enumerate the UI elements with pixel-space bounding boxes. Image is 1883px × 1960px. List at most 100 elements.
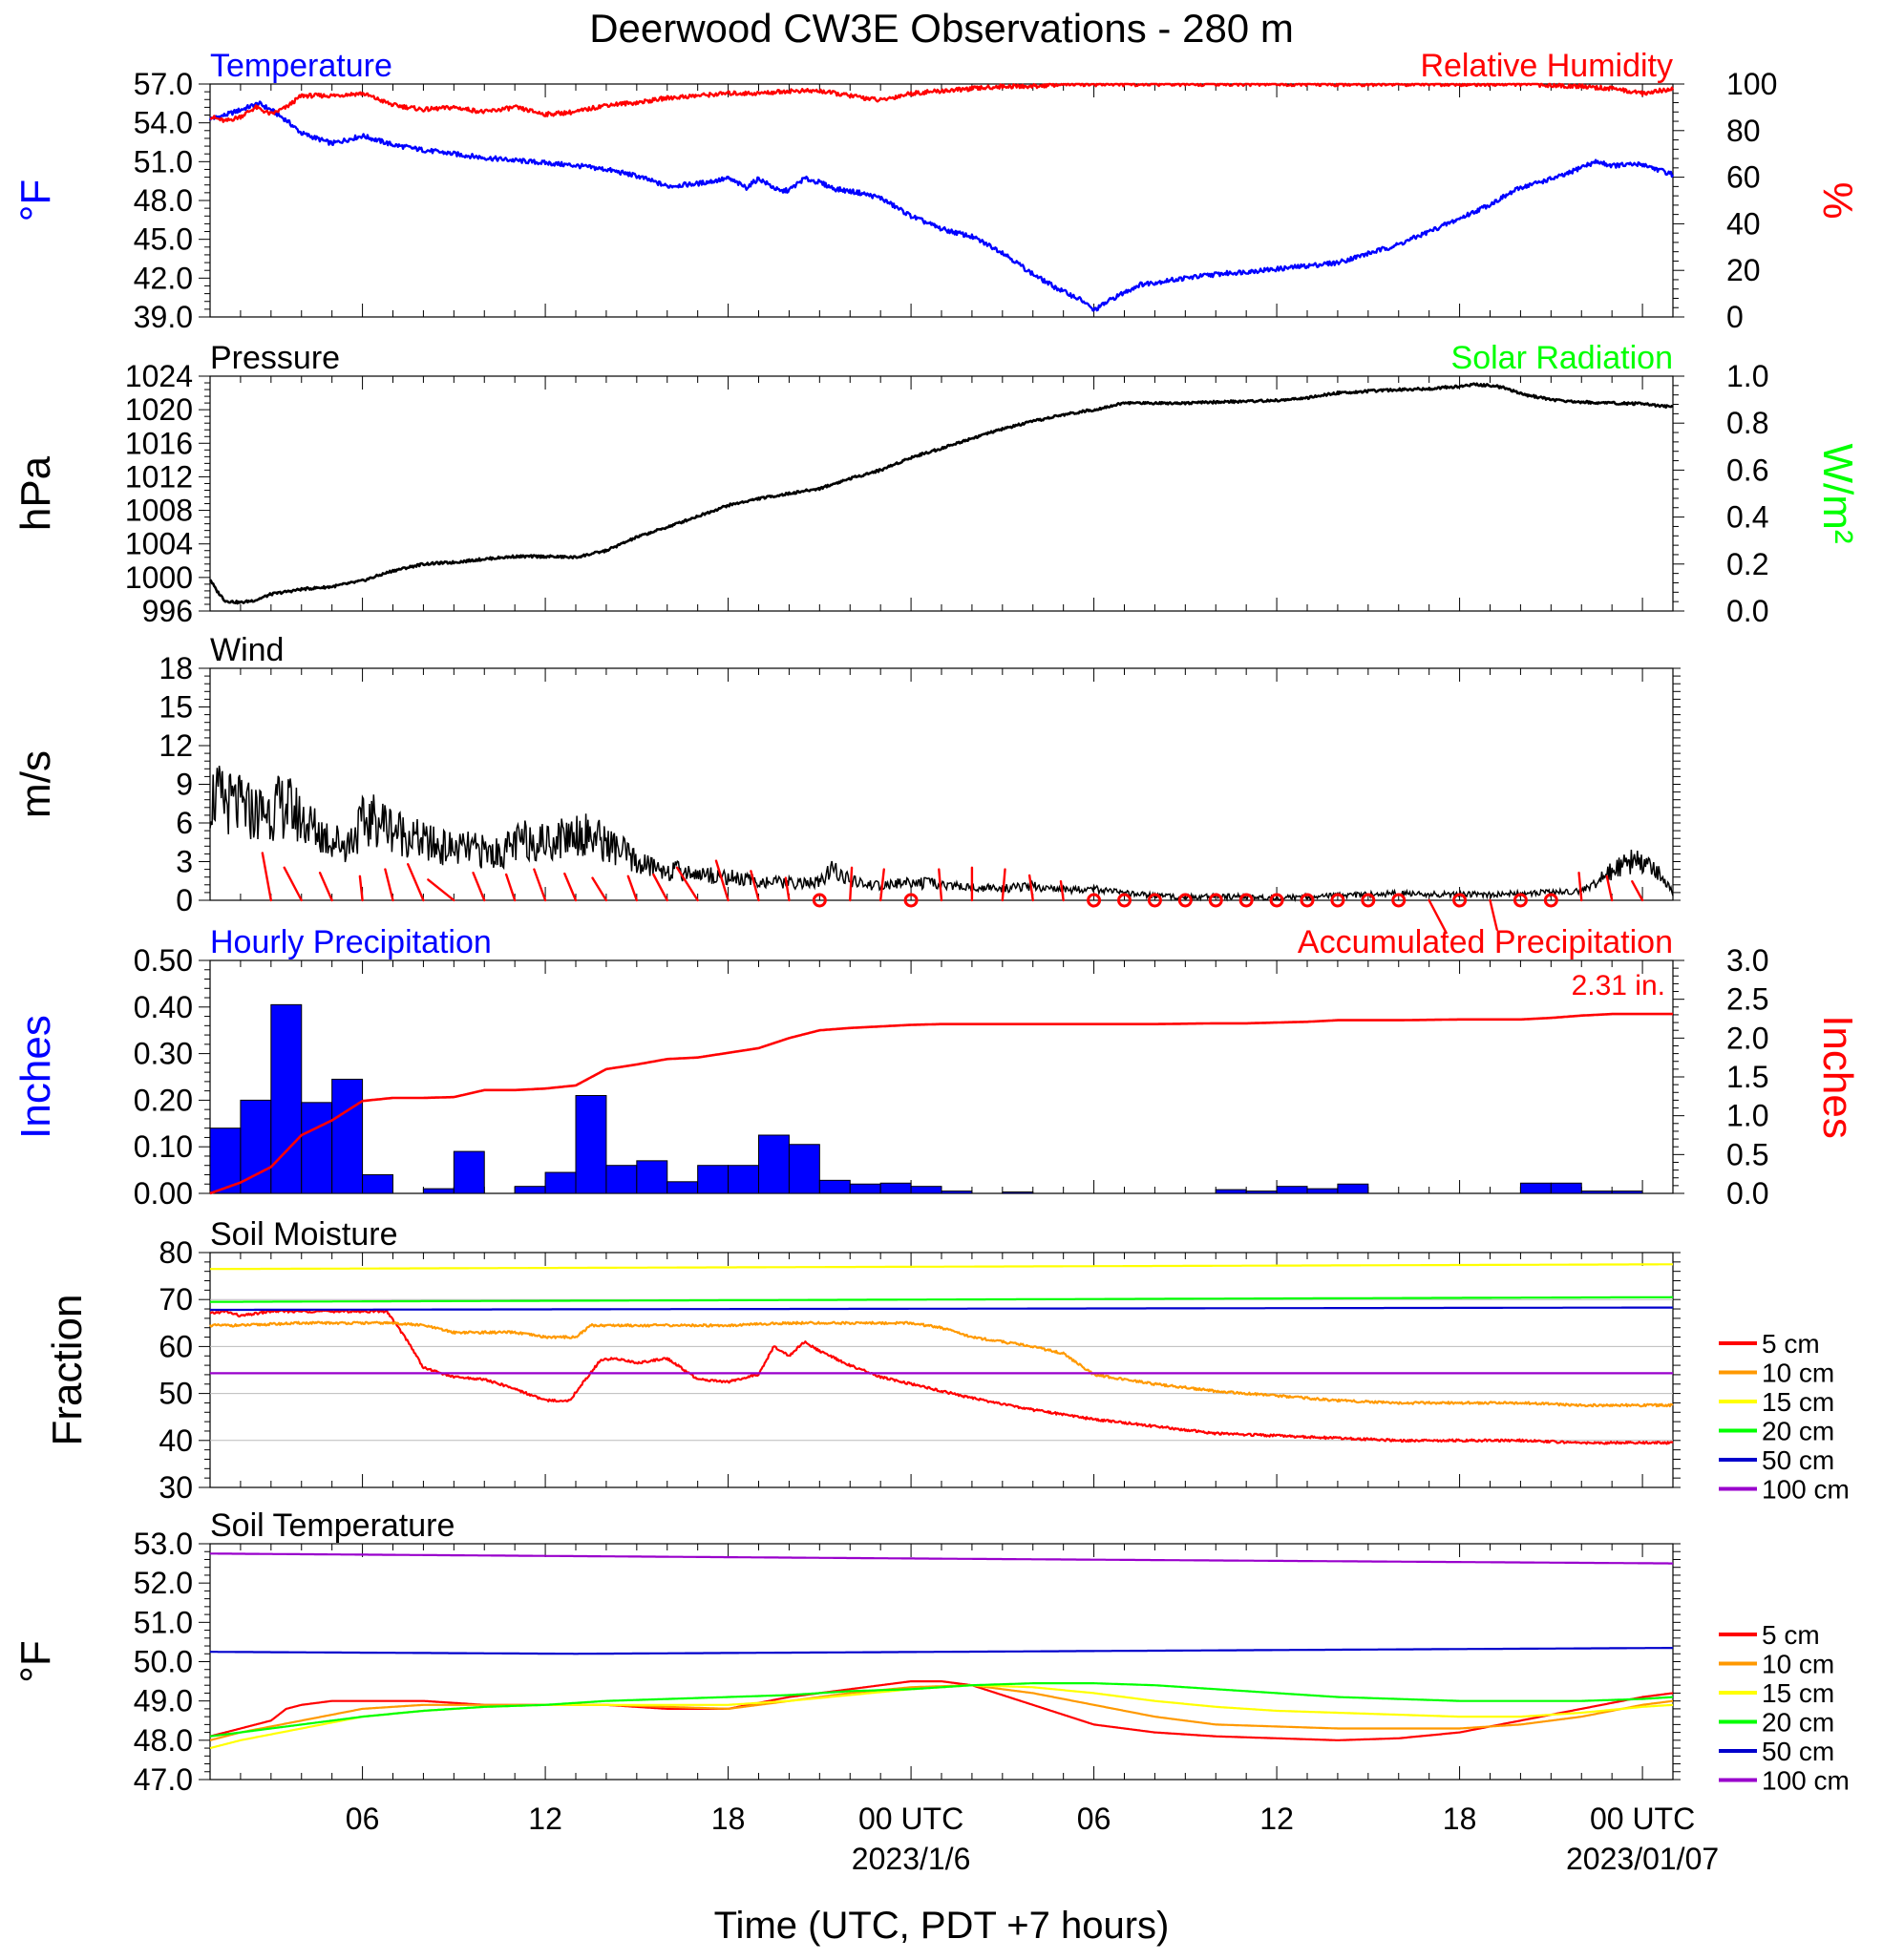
- wind-barb: [714, 859, 730, 902]
- y-left-tick-label: 60: [159, 1329, 193, 1363]
- y-right-tick-label: 3.0: [1726, 943, 1768, 978]
- legend-label: 50 cm: [1762, 1445, 1834, 1475]
- accumulated-total-label: 2.31 in.: [1572, 970, 1665, 1001]
- y-left-tick-label: 1008: [125, 494, 193, 528]
- y-left-tick-label: 40: [159, 1423, 193, 1458]
- precip-bar: [910, 1186, 942, 1194]
- wind-barb: [1001, 868, 1006, 902]
- precip-bar: [544, 1171, 577, 1194]
- panel-left-label: Soil Moisture: [210, 1216, 398, 1253]
- calm-wind-marker: [1452, 893, 1468, 908]
- soil-line-50cm: [210, 1306, 1673, 1312]
- calm-wind-marker: [1361, 893, 1376, 908]
- y-right-tick-label: 1.0: [1726, 1099, 1768, 1133]
- soil-line-20cm: [209, 1682, 1674, 1738]
- y-left-tick-label: 1024: [125, 359, 193, 393]
- wind-barb: [563, 872, 578, 902]
- precip-bar: [1519, 1182, 1552, 1194]
- y-right-tick-label: 60: [1726, 160, 1761, 195]
- precip-bar: [1245, 1191, 1278, 1194]
- y-left-tick-label: 49.0: [134, 1684, 193, 1718]
- wind-barb: [675, 866, 699, 902]
- precip-bar: [575, 1095, 607, 1194]
- panel-left-label: Hourly Precipitation: [210, 924, 492, 960]
- y-left-tick-label: 45.0: [134, 222, 193, 257]
- precip-bar: [270, 1003, 303, 1194]
- wind-barb: [1027, 874, 1034, 902]
- pressure-line: [208, 382, 1674, 605]
- precip-bar: [1337, 1183, 1369, 1194]
- x-date-label: 2023/01/07: [1566, 1842, 1719, 1876]
- y-left-unit: Fraction: [44, 1295, 91, 1446]
- y-right-tick-label: 0.0: [1726, 594, 1768, 628]
- x-tick-label: 18: [1443, 1802, 1477, 1836]
- wind-barb: [652, 873, 668, 902]
- x-tick-label: 06: [346, 1802, 380, 1836]
- y-left-unit: °F: [12, 179, 59, 221]
- y-right-tick-label: 0.8: [1726, 406, 1768, 440]
- precip-bar: [879, 1182, 912, 1194]
- precip-bar: [301, 1102, 333, 1194]
- legend-label: 5 cm: [1762, 1620, 1820, 1650]
- y-right-tick-label: 0.0: [1726, 1176, 1768, 1211]
- wind-barb: [750, 870, 760, 902]
- y-right-tick-label: 0: [1726, 300, 1744, 334]
- legend-label: 50 cm: [1762, 1737, 1834, 1766]
- y-right-tick-label: 0.4: [1726, 500, 1768, 535]
- y-left-tick-label: 42.0: [134, 261, 193, 295]
- precip-bar: [728, 1165, 759, 1194]
- wind-barb: [1577, 872, 1583, 902]
- calm-wind-marker: [1330, 893, 1345, 908]
- wind-barb: [283, 866, 303, 902]
- precip-bar: [453, 1150, 485, 1194]
- temperature-line: [208, 100, 1675, 312]
- accumulated-precip-line: [209, 1012, 1674, 1195]
- wind-barb: [1059, 880, 1065, 902]
- wind-barb: [1605, 875, 1614, 902]
- y-left-unit: °F: [12, 1640, 59, 1682]
- precip-bar: [362, 1173, 394, 1194]
- y-left-tick-label: 50: [159, 1377, 193, 1411]
- y-left-tick-label: 12: [159, 728, 193, 763]
- x-tick-label: 12: [1259, 1802, 1294, 1836]
- calm-wind-marker: [1177, 893, 1193, 908]
- soil-line-15cm: [210, 1263, 1673, 1271]
- y-left-tick-label: 47.0: [134, 1762, 193, 1797]
- y-right-tick-label: 2.5: [1726, 982, 1768, 1017]
- y-left-tick-label: 18: [159, 651, 193, 685]
- wind-barb: [384, 868, 394, 902]
- calm-wind-marker: [1269, 893, 1284, 908]
- precip-bar: [1611, 1191, 1643, 1194]
- humidity-line: [209, 82, 1675, 123]
- y-left-tick-label: 3: [176, 845, 193, 879]
- y-left-tick-label: 70: [159, 1282, 193, 1317]
- panel-left-label: Wind: [210, 632, 284, 668]
- legend-label: 5 cm: [1762, 1329, 1820, 1359]
- y-left-tick-label: 1016: [125, 426, 193, 460]
- precip-bar: [1002, 1191, 1034, 1194]
- precip-bar: [1215, 1189, 1247, 1194]
- y-left-tick-label: 39.0: [134, 300, 193, 334]
- calm-wind-marker: [812, 893, 827, 908]
- y-left-tick-label: 1012: [125, 459, 193, 494]
- legend-label: 100 cm: [1762, 1766, 1850, 1796]
- precip-bar: [1550, 1182, 1582, 1194]
- calm-wind-marker: [1087, 893, 1102, 908]
- x-axis-title: Time (UTC, PDT +7 hours): [714, 1905, 1170, 1947]
- precip-bar: [788, 1144, 820, 1194]
- soil-line-5cm: [209, 1309, 1674, 1445]
- panel-right-label: Accumulated Precipitation: [1298, 924, 1673, 960]
- soil-line-5cm: [209, 1680, 1674, 1741]
- y-left-tick-label: 0.20: [134, 1083, 193, 1117]
- y-left-tick-label: 52.0: [134, 1566, 193, 1600]
- precip-bar: [1276, 1186, 1308, 1194]
- y-left-tick-label: 30: [159, 1470, 193, 1505]
- soil-line-50cm: [210, 1647, 1673, 1655]
- panel-precipitation: 0.00 0.10 0.20 0.30 0.40 0.50 0.0 0.5 1.0 1.5 2.0 2…: [12, 924, 1861, 1211]
- legend-label: 20 cm: [1762, 1708, 1834, 1738]
- wind-barb: [849, 866, 854, 902]
- y-right-tick-label: 100: [1726, 67, 1777, 101]
- precip-bar: [514, 1186, 546, 1194]
